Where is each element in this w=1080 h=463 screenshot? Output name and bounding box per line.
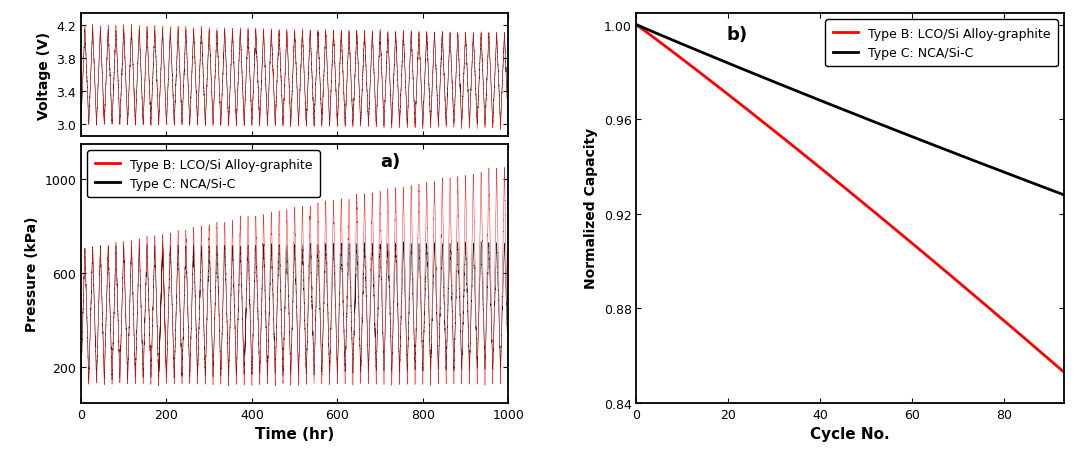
Y-axis label: Voltage (V): Voltage (V): [37, 31, 51, 119]
X-axis label: Cycle No.: Cycle No.: [810, 426, 890, 441]
Legend: Type B: LCO/Si Alloy-graphite, Type C: NCA/Si-C: Type B: LCO/Si Alloy-graphite, Type C: N…: [87, 151, 320, 198]
Text: b): b): [726, 25, 747, 44]
Y-axis label: Normalized Capacity: Normalized Capacity: [584, 128, 598, 289]
Y-axis label: Pressure (kPa): Pressure (kPa): [25, 216, 39, 332]
X-axis label: Time (hr): Time (hr): [255, 426, 335, 441]
Text: a): a): [380, 152, 401, 170]
Legend: Type B: LCO/Si Alloy-graphite, Type C: NCA/Si-C: Type B: LCO/Si Alloy-graphite, Type C: N…: [825, 20, 1057, 67]
